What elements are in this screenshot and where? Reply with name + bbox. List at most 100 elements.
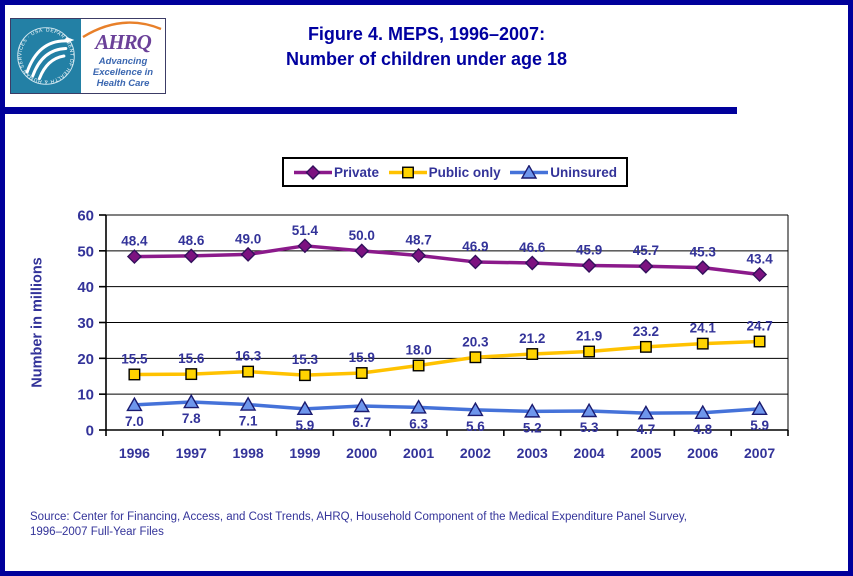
chart-canvas: 0 10 20 30 40 50 60 1996 1997 1998 1999 2000 2001 200…: [77, 208, 789, 461]
data-label-private: 49.0: [235, 231, 261, 246]
x-axis-tick-label: 2002: [460, 445, 491, 461]
data-label-uninsured: 5.6: [466, 419, 485, 434]
data-label-public-only: 21.9: [576, 329, 602, 344]
x-axis-tick-label: 2006: [687, 445, 718, 461]
legend-marker-uninsured: [521, 164, 538, 179]
data-point-uninsured: [751, 400, 768, 416]
ahrq-tagline: Advancing Excellence in Health Care: [81, 56, 165, 89]
data-point-public-only: [298, 369, 311, 382]
legend-swatch-uninsured: [510, 164, 549, 179]
x-axis-tick-label: 1998: [233, 445, 264, 461]
data-label-uninsured: 5.3: [580, 420, 599, 435]
data-point-uninsured: [694, 404, 711, 419]
legend-label-public-only: Public only: [428, 164, 501, 180]
legend-item-uninsured: Uninsured: [509, 164, 617, 180]
data-label-uninsured: 7.8: [182, 411, 201, 426]
data-label-private: 45.9: [576, 243, 602, 258]
data-point-private: [126, 249, 142, 265]
legend-marker-public-only: [401, 166, 414, 178]
data-point-private: [240, 246, 256, 262]
data-label-public-only: 21.2: [519, 331, 545, 346]
data-point-uninsured: [524, 403, 541, 418]
tagline-line: Advancing: [98, 56, 148, 67]
data-label-private: 48.4: [121, 234, 148, 249]
hhs-seal-icon: DEPARTMENT OF HEALTH & HUMAN SERVICES · …: [11, 19, 81, 93]
data-label-private: 46.6: [519, 240, 546, 255]
source-note: Source: Center for Financing, Access, an…: [30, 510, 834, 540]
x-axis-tick-label: 1996: [119, 445, 150, 461]
hhs-ahrq-logo: DEPARTMENT OF HEALTH & HUMAN SERVICES · …: [10, 18, 166, 94]
data-point-public-only: [469, 351, 482, 364]
y-axis-title: Number in millions: [29, 257, 46, 388]
data-point-private: [638, 258, 654, 274]
chart-legend: Private Public only Uninsured: [282, 157, 628, 187]
data-label-private: 50.0: [349, 228, 375, 243]
data-point-private: [581, 258, 597, 274]
legend-item-public-only: Public only: [388, 165, 501, 180]
data-label-private: 45.3: [690, 245, 717, 260]
x-axis-tick-label: 2004: [574, 445, 605, 461]
series-line-uninsured: [132, 400, 762, 415]
data-label-public-only: 15.3: [292, 352, 319, 367]
data-label-uninsured: 4.8: [693, 422, 712, 437]
y-axis-tick-label: 60: [77, 208, 94, 225]
data-label-public-only: 15.9: [349, 350, 375, 365]
x-axis-tick-label: 2000: [346, 445, 377, 461]
data-label-private: 46.9: [462, 239, 488, 254]
data-label-private: 45.7: [633, 243, 659, 258]
data-point-uninsured: [183, 393, 200, 409]
source-note-line1: Source: Center for Financing, Access, an…: [30, 511, 687, 523]
data-point-private: [524, 255, 540, 271]
data-point-public-only: [355, 367, 368, 379]
data-point-public-only: [696, 337, 709, 350]
data-point-public-only: [583, 345, 596, 358]
data-label-private: 48.7: [405, 232, 431, 247]
x-axis-tick-label: 2001: [403, 445, 434, 461]
data-point-private: [183, 248, 199, 264]
data-label-public-only: 18.0: [405, 343, 431, 358]
data-point-public-only: [753, 335, 766, 348]
figure-title-line1: Figure 4. MEPS, 1996–2007:: [307, 24, 546, 44]
data-point-uninsured: [637, 404, 655, 420]
tagline-line: Excellence in: [92, 67, 154, 78]
data-point-private: [695, 260, 711, 276]
y-axis-tick-label: 20: [77, 351, 94, 368]
tagline-line: Health Care: [96, 78, 150, 89]
y-axis-tick-label: 30: [77, 315, 94, 332]
legend-label-private: Private: [334, 164, 380, 180]
data-point-public-only: [526, 348, 539, 360]
data-point-uninsured: [410, 399, 427, 414]
x-axis-tick-label: 1997: [176, 445, 207, 461]
data-label-public-only: 16.3: [235, 349, 262, 364]
legend-swatch-private: [294, 164, 332, 180]
x-axis-tick-label: 2007: [744, 445, 775, 461]
data-label-uninsured: 6.7: [352, 415, 371, 430]
data-point-public-only: [639, 340, 652, 353]
data-point-private: [411, 248, 427, 263]
y-axis-tick-label: 50: [77, 243, 94, 260]
data-label-public-only: 24.7: [746, 318, 772, 333]
data-point-uninsured: [126, 396, 143, 412]
x-axis-tick-label: 2005: [630, 445, 661, 461]
legend-label-uninsured: Uninsured: [550, 164, 617, 180]
source-note-line2: 1996–2007 Full-Year Files: [30, 526, 164, 538]
data-point-public-only: [412, 359, 425, 372]
data-label-public-only: 15.6: [178, 351, 205, 366]
y-axis-tick-label: 40: [77, 279, 94, 296]
data-point-private: [297, 238, 313, 254]
ahrq-wordmark-block: AHRQ Advancing Excellence in Health Care: [81, 19, 165, 93]
data-point-public-only: [242, 365, 255, 378]
data-label-uninsured: 5.2: [523, 420, 542, 435]
data-point-uninsured: [467, 401, 484, 417]
data-label-uninsured: 7.0: [125, 414, 144, 429]
data-point-public-only: [128, 368, 141, 381]
data-point-private: [354, 243, 370, 259]
data-point-public-only: [185, 368, 198, 381]
legend-swatch-public-only: [388, 166, 427, 178]
data-label-public-only: 20.3: [462, 334, 489, 349]
data-label-public-only: 15.5: [121, 351, 148, 366]
data-point-uninsured: [239, 396, 257, 411]
x-axis-tick-label: 1999: [289, 445, 320, 461]
data-point-private: [467, 254, 483, 270]
